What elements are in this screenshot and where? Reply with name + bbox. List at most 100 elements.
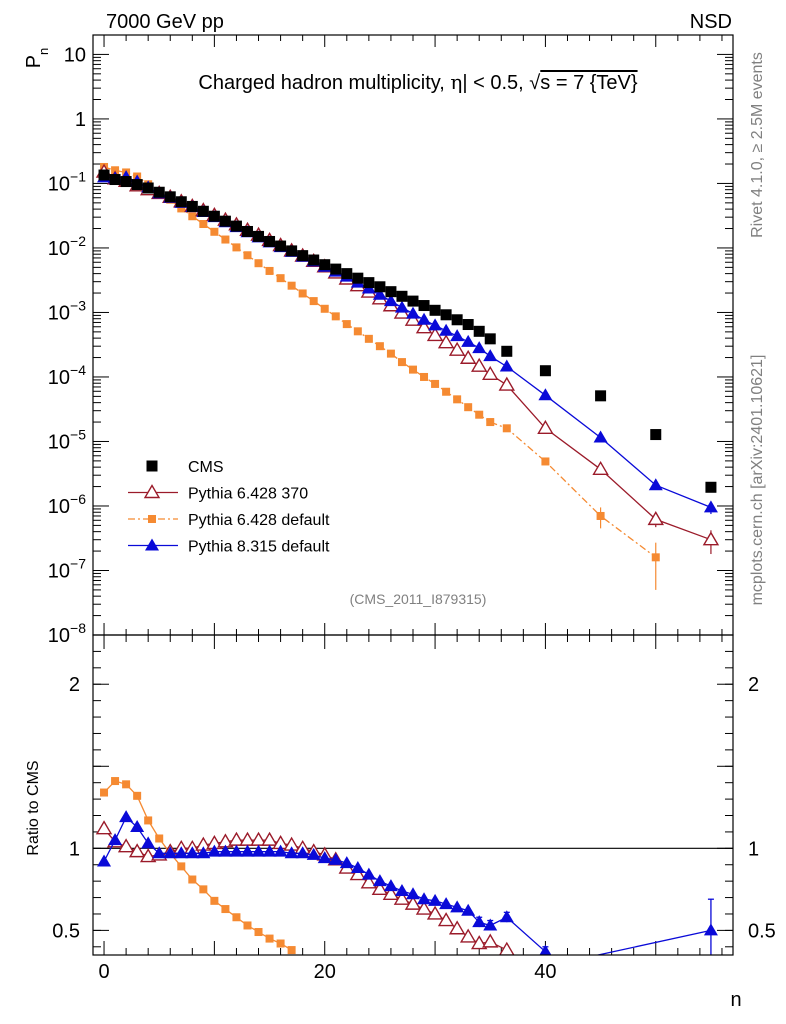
ratio-series bbox=[95, 777, 718, 955]
ratio-p6_default-point bbox=[221, 905, 230, 914]
main-cms-point bbox=[275, 240, 287, 252]
main-cms-point bbox=[407, 295, 419, 307]
main-cms-point bbox=[352, 272, 364, 284]
ratio-ytick-label-left: 1 bbox=[69, 838, 80, 860]
main-title: Charged hadron multiplicity, η| < 0.5, √… bbox=[198, 70, 637, 94]
main-p6_default-point bbox=[364, 334, 373, 343]
ratio-p8-point bbox=[417, 892, 432, 905]
svg-text:Pn: Pn bbox=[23, 48, 51, 69]
main-p6_370-point bbox=[702, 531, 720, 546]
legend-cms-marker bbox=[146, 460, 158, 472]
ratio-ytick-label-right: 0.5 bbox=[748, 920, 776, 942]
main-cms-point bbox=[308, 254, 320, 266]
main-p8-point bbox=[461, 334, 476, 347]
process-label: NSD bbox=[690, 11, 732, 33]
main-p6_370-point bbox=[459, 349, 477, 364]
legend: CMS Pythia 6.428 370 Pythia 6.428 default P… bbox=[128, 459, 330, 556]
main-p6_default-point bbox=[331, 312, 340, 321]
ratio-p6_370-point bbox=[415, 900, 433, 915]
main-cms-point bbox=[241, 225, 253, 237]
ratio-ytick-label-right: 2 bbox=[748, 674, 759, 696]
main-p6_370-point bbox=[537, 419, 554, 435]
ratio-p8-point bbox=[483, 918, 498, 931]
ratio-p6_370-point bbox=[437, 912, 455, 927]
main-cms-point bbox=[595, 390, 607, 402]
main-cms-point bbox=[501, 345, 513, 357]
ratio-ylabel: Ratio to CMS bbox=[25, 760, 42, 855]
main-p6_370-point bbox=[647, 510, 664, 526]
ratio-p8-point bbox=[383, 879, 398, 892]
ratio-p6_370-point bbox=[360, 874, 378, 889]
main-cms-point bbox=[330, 263, 342, 275]
main-ytick-label: 10−3 bbox=[48, 297, 86, 324]
main-p8-point bbox=[394, 300, 409, 313]
main-cms-point bbox=[539, 365, 551, 377]
main-p6_default-point bbox=[111, 166, 120, 175]
main-cms-point bbox=[175, 196, 187, 208]
x-axis-label: n bbox=[730, 989, 741, 1011]
ratio-p8-point bbox=[119, 810, 134, 823]
ratio-p6_default-point bbox=[155, 834, 164, 843]
ratio-p6_default-point bbox=[188, 875, 197, 884]
main-p8-point bbox=[417, 312, 432, 325]
ratio-p8-point bbox=[295, 846, 310, 859]
ratio-p6_default-point bbox=[265, 934, 274, 943]
main-p6_default-line bbox=[103, 166, 657, 558]
main-series bbox=[95, 162, 720, 590]
ratio-p6_370-point bbox=[382, 885, 400, 900]
main-cms-point bbox=[319, 259, 331, 271]
ratio-p6_default-point bbox=[243, 921, 252, 930]
main-p6_default-point bbox=[177, 204, 186, 213]
ratio-ytick-label-left: 2 bbox=[69, 674, 80, 696]
main-cms-point bbox=[131, 179, 143, 191]
ratio-p6_370-point bbox=[128, 843, 146, 858]
ratio-p8-point bbox=[262, 844, 277, 857]
main-cms-point bbox=[109, 174, 121, 186]
ratio-p8-point bbox=[450, 900, 465, 913]
main-ytick-label: 10−5 bbox=[48, 426, 86, 453]
ratio-p6_default-point bbox=[144, 816, 153, 825]
main-ytick-label: 10−7 bbox=[48, 555, 86, 582]
main-cms-point bbox=[219, 215, 231, 227]
main-p6_default-point bbox=[453, 395, 462, 404]
ratio-p6_370-point bbox=[139, 848, 157, 863]
main-p8-point bbox=[593, 430, 608, 443]
ratio-p6_default-line bbox=[103, 780, 292, 951]
ratio-p8-point bbox=[152, 846, 167, 859]
energy-label: 7000 GeV pp bbox=[106, 11, 224, 33]
main-p6_default-point bbox=[199, 220, 208, 229]
ratio-p6_default-point bbox=[276, 939, 285, 948]
main-cms-point bbox=[650, 429, 662, 441]
ratio-p8-point bbox=[461, 903, 476, 916]
main-p6_default-point bbox=[353, 327, 362, 336]
main-p6_370-point bbox=[470, 357, 488, 372]
main-p6_default-point bbox=[397, 358, 406, 367]
ratio-p6_default-point bbox=[210, 896, 219, 905]
main-cms-point bbox=[374, 281, 386, 293]
ratio-p8-point bbox=[317, 851, 332, 864]
main-p6_default-point bbox=[596, 511, 605, 520]
main-p6_370-point bbox=[437, 334, 455, 349]
main-p6_default-point bbox=[442, 387, 451, 396]
ratio-p6_370-point bbox=[393, 890, 411, 905]
ratio-p8-point bbox=[539, 944, 552, 955]
ratio-p8-point bbox=[108, 833, 123, 846]
ratio-p8-point bbox=[196, 846, 211, 859]
main-p6_370-point bbox=[498, 376, 516, 391]
ratio-p6_default-point bbox=[199, 885, 208, 894]
main-p6_370-point bbox=[482, 365, 499, 380]
legend-p6_370-label: Pythia 6.428 370 bbox=[188, 486, 308, 503]
main-ylabel: Pn bbox=[23, 48, 51, 69]
ratio-p6_370-point bbox=[499, 941, 515, 955]
ratio-p6_default-point bbox=[177, 862, 186, 871]
ratio-p6_370-point bbox=[95, 820, 113, 835]
main-ytick-label: 10−2 bbox=[48, 233, 86, 260]
main-p6_370-point bbox=[592, 460, 609, 476]
ratio-p8-point bbox=[207, 844, 222, 857]
main-cms-point bbox=[142, 182, 154, 194]
main-p6_default-point bbox=[287, 281, 296, 290]
legend-p6_370-marker bbox=[143, 484, 161, 499]
main-cms-point bbox=[462, 319, 474, 331]
main-p8-point bbox=[383, 294, 398, 307]
